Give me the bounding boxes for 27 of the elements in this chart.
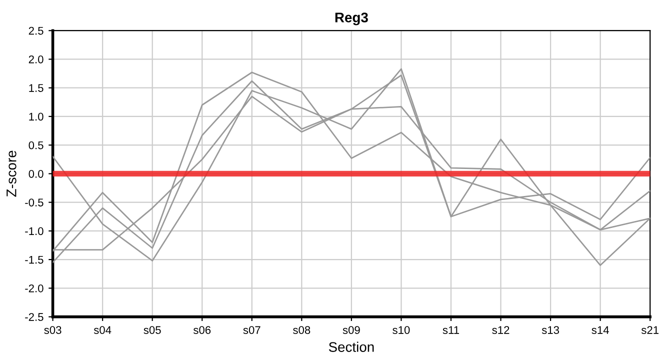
y-tick-label: -1.5 (25, 256, 44, 264)
x-tick-label: s04 (94, 326, 112, 334)
x-tick-label: s14 (592, 326, 609, 334)
x-tick-label: s08 (293, 326, 310, 334)
x-tick-label: s05 (144, 326, 161, 334)
y-tick-label: -0.5 (25, 198, 44, 206)
x-axis-title: Section (328, 342, 374, 352)
y-tick-label: -2.0 (25, 284, 44, 292)
x-tick-label: s10 (392, 326, 410, 334)
x-tick-label: s12 (492, 326, 510, 334)
x-tick-label: s21 (641, 326, 659, 334)
y-tick-label: -2.5 (25, 313, 44, 321)
x-tick-label: s09 (342, 326, 360, 334)
y-tick-label: 1.0 (29, 112, 44, 121)
y-tick-label: 2.0 (28, 55, 44, 64)
x-tick-label: s06 (193, 326, 211, 334)
y-tick-label: 0.5 (28, 141, 44, 150)
x-tick-label: s07 (243, 326, 260, 334)
y-tick-label: 1.5 (29, 84, 44, 92)
y-tick-label: 0.0 (28, 170, 44, 178)
x-tick-label: s13 (542, 326, 560, 334)
y-tick-label: 2.5 (28, 26, 44, 35)
y-tick-label: -1.0 (25, 227, 44, 236)
x-tick-label: s11 (442, 326, 460, 334)
chart-title: Reg3 (335, 12, 368, 26)
y-axis-title: Z-score (6, 150, 16, 197)
x-tick-label: s03 (44, 326, 62, 334)
